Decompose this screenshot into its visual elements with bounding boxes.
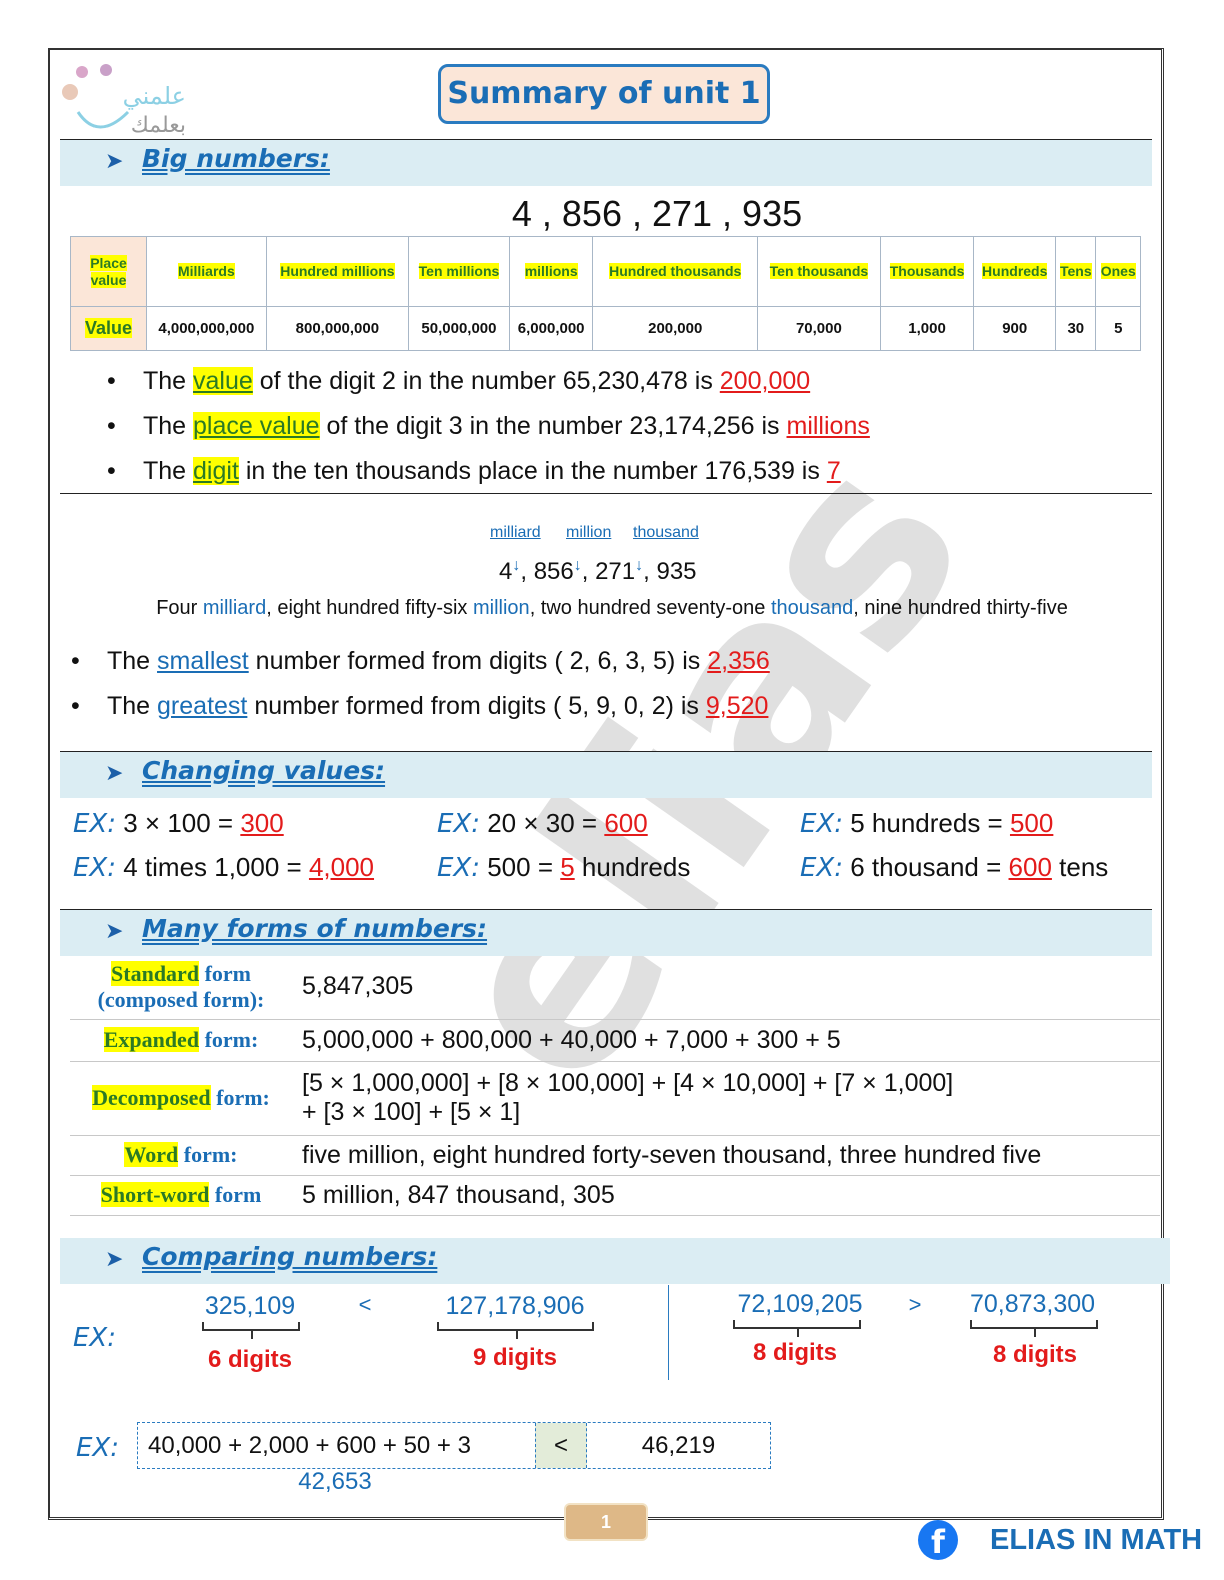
value-cell: 200,000	[592, 306, 758, 351]
comparison-sign: >	[908, 1292, 922, 1317]
row-label: Place value	[70, 236, 147, 307]
header-cell: Ten millions	[408, 236, 510, 307]
header-cell: millions	[508, 236, 594, 307]
logo-icon: علمني بعلمك	[62, 64, 186, 138]
bullet-item: • The greatest number formed from digits …	[71, 692, 769, 720]
digit-count: 6 digits	[207, 1346, 292, 1373]
bullet-item: • The place value of the digit 3 in the n…	[107, 412, 870, 440]
arrow-down-icon: ↓	[512, 557, 521, 574]
page-title: Summary of unit 1	[438, 64, 770, 124]
ex-label: EX:	[76, 1433, 119, 1463]
brace-icon	[202, 1322, 300, 1339]
header-cell: Tens	[1055, 236, 1097, 307]
section-header-changing-values: ➤ Changing values:	[60, 752, 1152, 798]
arrow-icon: ➤	[105, 918, 124, 943]
example: EX: 3 × 100 = 300	[73, 808, 284, 839]
value-cell: 4,000,000,000	[146, 306, 267, 351]
page-number: 1	[564, 1503, 648, 1541]
expression: 40,000 + 2,000 + 600 + 50 + 3	[148, 1432, 471, 1459]
example: EX: 20 × 30 = 600	[437, 808, 648, 839]
brace-icon	[733, 1320, 861, 1337]
digit-count: 8 digits	[752, 1339, 837, 1366]
big-number: 4 , 856 , 271 , 935	[511, 193, 803, 234]
divider	[60, 909, 1152, 910]
period-label: million	[566, 524, 612, 541]
value-cell: 50,000,000	[408, 306, 510, 351]
value-cell: 5	[1095, 306, 1141, 351]
example: EX: 500 = 5 hundreds	[437, 852, 691, 883]
header-cell: Ones	[1095, 236, 1141, 307]
table-row: Expanded form: 5,000,000 + 800,000 + 40,0…	[70, 1019, 1160, 1062]
comparison-sign: <	[358, 1292, 372, 1317]
word-line: Four milliard, eight hundred fifty-six m…	[156, 597, 1068, 619]
number: 70,873,300	[969, 1290, 1096, 1318]
value-cell: 900	[973, 306, 1057, 351]
section-header-comparing: ➤ Comparing numbers:	[60, 1238, 1170, 1284]
period-number: 4↓, 856↓, 271↓, 935	[499, 557, 697, 585]
brace-icon	[437, 1322, 594, 1339]
header-cell: Thousands	[879, 236, 975, 307]
divider	[668, 1285, 669, 1380]
comparison-sign: <	[535, 1423, 587, 1468]
bullet-item: • The digit in the ten thousands place in…	[107, 457, 841, 485]
section-header-big-numbers: ➤ Big numbers:	[60, 140, 1152, 186]
arrow-icon: ➤	[105, 148, 124, 173]
header-cell: Hundred millions	[265, 236, 410, 307]
digit-count: 8 digits	[992, 1341, 1077, 1368]
value-cell: 30	[1055, 306, 1097, 351]
ex-label: EX:	[73, 1323, 116, 1353]
value-cell: 800,000,000	[265, 306, 410, 351]
arrow-down-icon: ↓	[635, 557, 644, 574]
place-value-table: Place value Milliards Hundred millions T…	[70, 236, 1141, 351]
sum: 42,653	[298, 1468, 372, 1495]
header-cell: Hundred thousands	[592, 236, 758, 307]
header-cell: Milliards	[146, 236, 267, 307]
number: 46,219	[641, 1432, 716, 1459]
logo: علمني بعلمك	[58, 62, 190, 138]
row-label: Value	[70, 306, 147, 351]
divider	[60, 751, 1152, 752]
arrow-down-icon: ↓	[573, 557, 582, 574]
arrow-icon: ➤	[105, 760, 124, 785]
value-cell: 6,000,000	[508, 306, 594, 351]
value-cell: 1,000	[879, 306, 975, 351]
section-header-many-forms: ➤ Many forms of numbers:	[60, 910, 1152, 956]
number: 72,109,205	[737, 1290, 863, 1318]
comparison-box: 40,000 + 2,000 + 600 + 50 + 3 < 46,219	[137, 1422, 771, 1469]
header-cell: Ten thousands	[756, 236, 881, 307]
number: 127,178,906	[445, 1292, 585, 1320]
example: EX: 5 hundreds = 500	[800, 808, 1054, 839]
table-row: Standard form (composed form): 5,847,305	[70, 955, 1160, 1020]
table-row: Value 4,000,000,000 800,000,000 50,000,0…	[70, 306, 1141, 351]
bullet-item: • The smallest number formed from digits …	[71, 647, 770, 675]
example: EX: 6 thousand = 600 tens	[800, 852, 1109, 883]
bullet-item: • The value of the digit 2 in the number …	[107, 367, 811, 395]
number: 325,109	[204, 1292, 296, 1320]
svg-text:بعلمك: بعلمك	[131, 113, 186, 136]
footer-brand: ELIAS IN MATH	[990, 1524, 1203, 1556]
arrow-icon: ➤	[105, 1246, 124, 1271]
period-label: thousand	[633, 524, 699, 541]
value-cell: 70,000	[756, 306, 881, 351]
table-row: Short-word form 5 million, 847 thousand, …	[70, 1175, 1160, 1216]
divider	[60, 493, 1152, 494]
example: EX: 4 times 1,000 = 4,000	[73, 852, 375, 883]
forms-table: Standard form (composed form): 5,847,305 E…	[70, 955, 1160, 1216]
table-row: Decomposed form: [5 × 1,000,000] + [8 × 1…	[70, 1061, 1160, 1136]
svg-text:علمني: علمني	[123, 82, 186, 110]
period-label: milliard	[490, 524, 541, 541]
header-cell: Hundreds	[973, 236, 1057, 307]
table-row: Word form: five million, eight hundred fo…	[70, 1135, 1160, 1176]
table-row: Place value Milliards Hundred millions T…	[70, 236, 1141, 307]
brace-icon	[970, 1320, 1098, 1337]
section-title: Big numbers:	[142, 144, 330, 173]
digit-count: 9 digits	[472, 1344, 557, 1371]
divider	[60, 139, 1152, 140]
facebook-icon: f	[918, 1520, 958, 1561]
